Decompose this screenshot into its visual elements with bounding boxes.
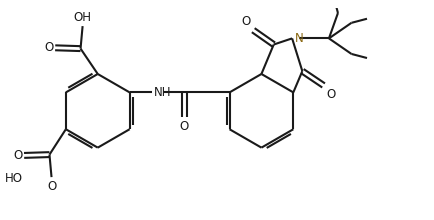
Text: O: O xyxy=(13,149,23,162)
Text: O: O xyxy=(44,41,53,54)
Text: OH: OH xyxy=(74,11,92,24)
Text: O: O xyxy=(47,180,56,192)
Text: HO: HO xyxy=(5,172,23,185)
Text: NH: NH xyxy=(154,86,172,99)
Text: O: O xyxy=(326,88,335,101)
Text: O: O xyxy=(242,15,251,28)
Text: O: O xyxy=(179,120,189,133)
Text: N: N xyxy=(295,32,303,45)
